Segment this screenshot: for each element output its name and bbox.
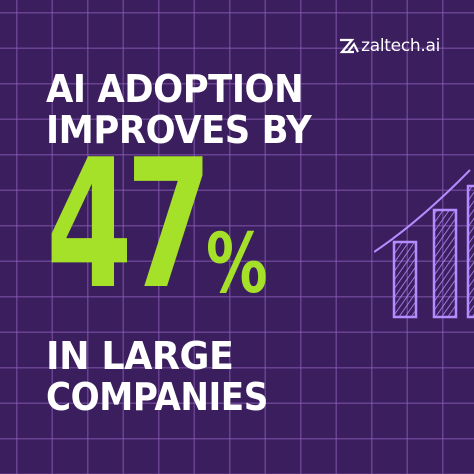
chart-bar-2 <box>432 208 458 319</box>
brand-name: zaltech.ai <box>361 36 440 56</box>
headline-line-3: IN LARGE <box>46 334 234 378</box>
stat-figure: 47 % <box>46 121 288 328</box>
brand-logo: zaltech.ai <box>339 36 440 56</box>
bar-chart-growth-icon <box>374 169 474 319</box>
stat-percent-sign: % <box>206 216 268 312</box>
stat-number: 47 <box>46 121 212 328</box>
headline-line-4: COMPANIES <box>46 375 268 419</box>
chart-bar-3 <box>466 184 474 319</box>
zaltech-z-logo-icon <box>339 38 360 54</box>
headline-line-2: IMPROVES BY <box>46 108 312 152</box>
headline-line-1: AI ADOPTION <box>46 67 304 111</box>
chart-bar-1 <box>392 240 418 319</box>
growth-arrow <box>374 169 471 253</box>
